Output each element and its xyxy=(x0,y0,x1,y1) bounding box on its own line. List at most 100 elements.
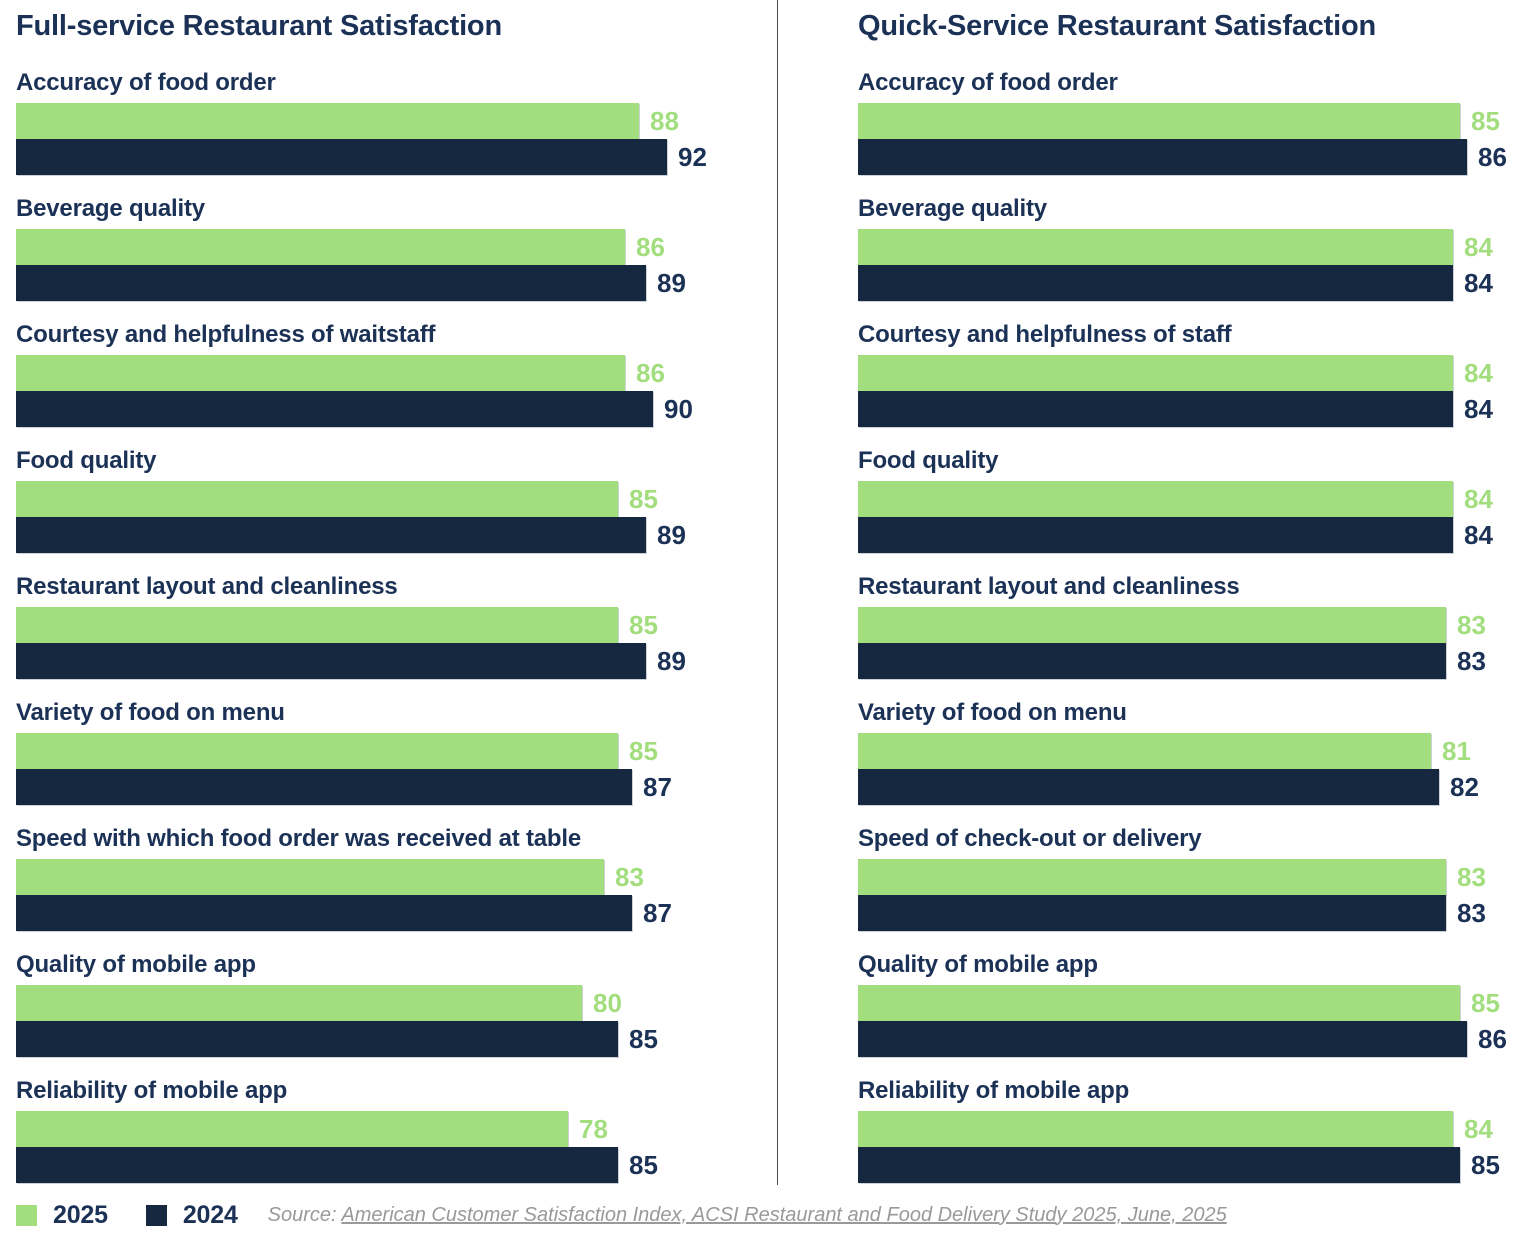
bar-2025 xyxy=(16,733,618,769)
value-label-2024: 87 xyxy=(643,898,672,928)
bar-2025 xyxy=(16,985,582,1021)
bar-2025 xyxy=(16,607,618,643)
bar-line-2025: 78 xyxy=(16,1111,761,1147)
value-label-2024: 90 xyxy=(664,394,693,424)
value-label-2024: 86 xyxy=(1478,1024,1507,1054)
bar-line-2025: 84 xyxy=(858,1111,1538,1147)
bar-line-2025: 85 xyxy=(16,607,761,643)
bar-line-2024: 89 xyxy=(16,517,761,553)
category-row: Accuracy of food order 85 86 xyxy=(858,69,1538,175)
category-label: Courtesy and helpfulness of waitstaff xyxy=(16,321,436,348)
bar-line-2025: 83 xyxy=(858,859,1538,895)
value-label-2024: 86 xyxy=(1478,142,1507,172)
bar-2024 xyxy=(858,265,1453,301)
category-label: Accuracy of food order xyxy=(858,69,1118,96)
bar-2025 xyxy=(858,859,1446,895)
category-label: Beverage quality xyxy=(858,195,1047,222)
category-row: Courtesy and helpfulness of staff 84 84 xyxy=(858,321,1538,427)
value-label-2025: 86 xyxy=(636,232,665,262)
bar-line-2025: 88 xyxy=(16,103,761,139)
bar-2025 xyxy=(858,733,1431,769)
value-label-2024: 84 xyxy=(1464,394,1493,424)
bar-line-2024: 83 xyxy=(858,895,1538,931)
bar-2025 xyxy=(16,859,604,895)
value-label-2025: 85 xyxy=(629,484,658,514)
category-row: Speed with which food order was received… xyxy=(16,825,761,931)
category-label: Courtesy and helpfulness of staff xyxy=(858,321,1232,348)
bar-2025 xyxy=(16,355,625,391)
legend-item-2024: 2024 xyxy=(145,1200,238,1230)
bar-2024 xyxy=(16,517,646,553)
bar-line-2024: 87 xyxy=(16,769,761,805)
category-label: Beverage quality xyxy=(16,195,205,222)
quick-service-panel: Quick-Service Restaurant Satisfaction Ac… xyxy=(761,0,1538,1183)
bar-line-2024: 84 xyxy=(858,517,1538,553)
bar-2024 xyxy=(16,769,632,805)
bar-line-2024: 82 xyxy=(858,769,1538,805)
bar-line-2024: 89 xyxy=(16,265,761,301)
category-label: Restaurant layout and cleanliness xyxy=(858,573,1240,600)
bar-2024 xyxy=(858,769,1439,805)
legend-label-2024: 2024 xyxy=(182,1200,238,1229)
bar-line-2024: 84 xyxy=(858,265,1538,301)
legend-label-2025: 2025 xyxy=(53,1200,108,1229)
value-label-2025: 84 xyxy=(1464,232,1493,262)
full-service-title: Full-service Restaurant Satisfaction xyxy=(16,10,502,42)
bar-line-2024: 90 xyxy=(16,391,761,427)
bar-line-2025: 83 xyxy=(858,607,1538,643)
category-row: Restaurant layout and cleanliness 85 89 xyxy=(16,573,761,679)
value-label-2024: 82 xyxy=(1450,772,1479,802)
bar-line-2025: 85 xyxy=(16,481,761,517)
chart-panels: Full-service Restaurant Satisfaction Acc… xyxy=(0,0,1538,1183)
value-label-2024: 92 xyxy=(678,142,707,172)
bar-2025 xyxy=(858,355,1453,391)
value-label-2025: 83 xyxy=(615,862,644,892)
value-label-2025: 83 xyxy=(1457,862,1486,892)
bar-line-2024: 89 xyxy=(16,643,761,679)
bar-line-2025: 81 xyxy=(858,733,1538,769)
category-row: Food quality 84 84 xyxy=(858,447,1538,553)
category-row: Courtesy and helpfulness of waitstaff 86 9… xyxy=(16,321,761,427)
value-label-2025: 84 xyxy=(1464,358,1493,388)
bar-line-2025: 85 xyxy=(858,103,1538,139)
bar-line-2025: 86 xyxy=(16,355,761,391)
value-label-2025: 85 xyxy=(1471,988,1500,1018)
category-row: Variety of food on menu 85 87 xyxy=(16,699,761,805)
category-label: Reliability of mobile app xyxy=(16,1077,288,1104)
category-row: Restaurant layout and cleanliness 83 83 xyxy=(858,573,1538,679)
bar-line-2024: 83 xyxy=(858,643,1538,679)
category-row: Food quality 85 89 xyxy=(16,447,761,553)
quick-service-title: Quick-Service Restaurant Satisfaction xyxy=(858,10,1377,42)
bar-line-2024: 87 xyxy=(16,895,761,931)
full-service-panel: Full-service Restaurant Satisfaction Acc… xyxy=(0,0,761,1183)
category-label: Reliability of mobile app xyxy=(858,1077,1130,1104)
bar-2025 xyxy=(16,481,618,517)
value-label-2025: 85 xyxy=(629,736,658,766)
category-label: Speed with which food order was received… xyxy=(16,825,582,852)
source-link[interactable]: American Customer Satisfaction Index, AC… xyxy=(341,1203,1227,1226)
category-row: Variety of food on menu 81 82 xyxy=(858,699,1538,805)
bar-2024 xyxy=(16,265,646,301)
category-row: Quality of mobile app 80 85 xyxy=(16,951,761,1057)
bar-2025 xyxy=(858,607,1446,643)
value-label-2025: 84 xyxy=(1464,484,1493,514)
bar-line-2024: 84 xyxy=(858,391,1538,427)
bar-2024 xyxy=(858,391,1453,427)
bar-2024 xyxy=(858,139,1467,175)
bar-2024 xyxy=(858,1147,1460,1183)
value-label-2025: 78 xyxy=(579,1114,608,1144)
quick-service-rows: Accuracy of food order 85 86 Beverage quali… xyxy=(858,69,1538,1183)
value-label-2025: 80 xyxy=(593,988,622,1018)
legend: 2025 2024 xyxy=(16,1201,238,1230)
category-row: Speed of check-out or delivery 83 83 xyxy=(858,825,1538,931)
bar-line-2024: 85 xyxy=(16,1021,761,1057)
source-line: Source: American Customer Satisfaction I… xyxy=(268,1204,1227,1227)
legend-item-2025: 2025 xyxy=(16,1201,108,1230)
category-label: Quality of mobile app xyxy=(16,951,256,978)
bar-2025 xyxy=(858,481,1453,517)
bar-2024 xyxy=(858,517,1453,553)
bar-2024 xyxy=(858,1021,1467,1057)
bar-2024 xyxy=(858,895,1446,931)
footer: 2025 2024 Source: American Customer Sati… xyxy=(0,1201,1538,1230)
bar-line-2025: 85 xyxy=(858,985,1538,1021)
